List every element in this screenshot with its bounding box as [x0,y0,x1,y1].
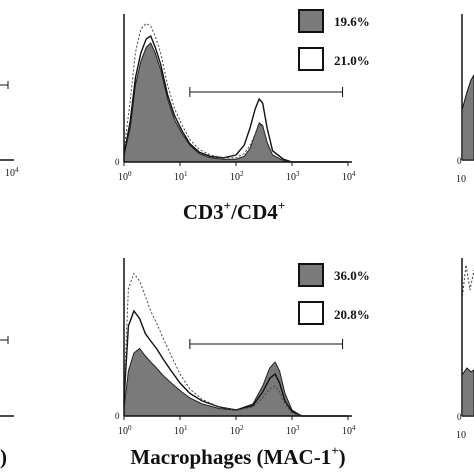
cd3-cd4-legend-swatch-filled [298,9,324,33]
macrophages-x-tick-label: 103 [286,424,300,437]
macrophages-series-layer [123,272,348,417]
cd3-cd4-solid-histogram [123,34,348,163]
cd3-cd4-x-tick-label: 100 [118,170,132,183]
macrophages-legend-label-filled: 36.0% [334,268,370,283]
macrophages-x-tick-label: 102 [230,424,244,437]
cd3-cd4-gate-marker [189,87,344,97]
cd3-cd4-x-tick-label: 104 [342,170,356,183]
macrophages-x-tick-label: 100 [118,424,132,437]
macrophages-legend: 36.0% 20.8% [298,263,370,325]
macrophages-x-tick-label: 104 [342,424,356,437]
cd3-cd4-x-tick-label: 101 [174,170,188,183]
cd3-cd4-histogram-panel: 0 100 101 102 103 104 19.6% 21.0% CD3+/CD4+ [115,9,370,224]
left-bottom-title-fragment: ) [0,445,7,469]
right-bottom-panel-fragment: 0 10 [456,258,474,441]
left-bottom-panel-fragment: ) [0,336,14,469]
macrophages-x-tick-label: 101 [174,424,188,437]
cd3-cd4-legend: 19.6% 21.0% [298,9,370,71]
cd3-cd4-x-tick-label: 103 [286,170,300,183]
right-bottom-zero-label: 0 [457,412,462,422]
right-bottom-tick-label: 10 [456,430,466,441]
macrophages-histogram-panel: 0 100 101 102 103 104 36.0% 20.8% Macrophage… [115,258,370,469]
macrophages-gate-marker [189,339,344,349]
right-top-panel-fragment: 0 10 [456,14,474,185]
cd3-cd4-legend-label-filled: 19.6% [334,14,370,29]
cd3-cd4-panel-title: CD3+/CD4+ [183,198,285,224]
left-top-panel-fragment: 104 [0,81,19,179]
macrophages-panel-title: Macrophages (MAC-1+) [130,443,345,469]
left-top-tick-label: 104 [5,166,19,179]
right-bottom-dotted-fragment [461,264,474,301]
cd3-cd4-series-layer [123,22,348,163]
cd3-cd4-legend-label-open: 21.0% [334,53,370,68]
macrophages-dotted-histogram [123,272,348,417]
macrophages-x-ticks: 100 101 102 103 104 [118,416,356,437]
macrophages-legend-swatch-filled [298,263,324,287]
cd3-cd4-x-tick-label: 102 [230,170,244,183]
right-top-histogram-fragment [461,74,474,161]
cd3-cd4-y-zero-label: 0 [115,157,120,167]
cd3-cd4-x-ticks: 100 101 102 103 104 [118,162,356,183]
macrophages-legend-label-open: 20.8% [334,307,370,322]
cd3-cd4-dotted-histogram [123,22,348,163]
macrophages-filled-histogram [123,347,348,417]
cd3-cd4-legend-swatch-open [298,47,324,71]
macrophages-legend-swatch-open [298,301,324,325]
right-top-tick-label: 10 [456,174,466,185]
right-top-zero-label: 0 [457,156,462,166]
right-bottom-histogram-fragment [461,367,474,417]
macrophages-y-zero-label: 0 [115,411,120,421]
macrophages-solid-histogram [123,309,348,417]
